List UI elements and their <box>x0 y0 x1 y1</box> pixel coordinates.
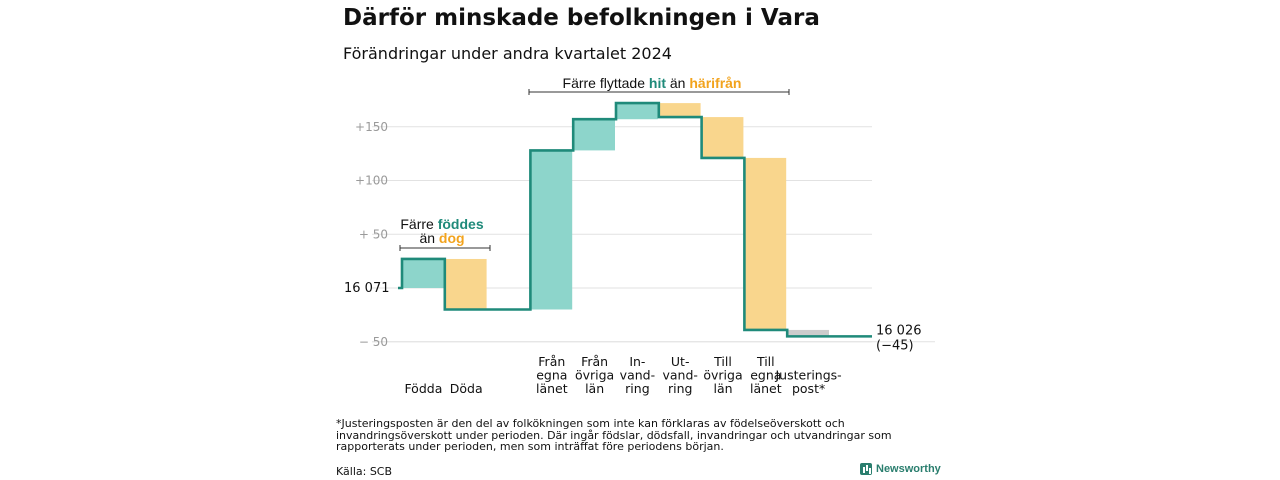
gridlines <box>372 126 935 343</box>
x-category-label: län <box>585 381 604 396</box>
newsworthy-icon <box>860 463 872 475</box>
waterfall-bar <box>659 103 701 118</box>
brand-logo: Newsworthy <box>860 463 941 475</box>
waterfall-bar <box>445 258 487 310</box>
x-category-label: Justerings- <box>774 368 841 383</box>
bars <box>403 103 829 337</box>
x-category-label: egna <box>536 368 567 383</box>
x-category-label: egna <box>750 368 781 383</box>
brand-name: Newsworthy <box>876 463 941 475</box>
x-axis-labels: Födda DödaFrånegnalänetFrånövrigalänIn-va… <box>404 354 841 396</box>
x-category-label: vand- <box>620 368 655 383</box>
x-category-label: In- <box>629 354 645 369</box>
start-value-label: 16 071 <box>344 281 390 296</box>
x-category-label: länet <box>750 381 782 396</box>
x-category-label: ring <box>668 381 692 396</box>
waterfall-bar <box>403 258 444 288</box>
x-category-label: övriga <box>703 368 742 383</box>
chart-subtitle: Förändringar under andra kvartalet 2024 <box>343 44 672 63</box>
y-tick-label: − 50 <box>359 335 388 349</box>
x-category-label: övriga <box>575 368 614 383</box>
x-category-label: Från <box>581 354 608 369</box>
footnote: *Justeringsposten är den del av folkökni… <box>336 417 892 453</box>
waterfall-bar <box>745 157 787 330</box>
source-label: Källa: SCB <box>336 465 393 478</box>
x-category-label: post* <box>792 381 825 396</box>
waterfall-bar <box>617 103 658 120</box>
x-category-label: vand- <box>662 368 697 383</box>
end-change-label: (−45) <box>876 338 914 353</box>
waterfall-bar <box>788 329 829 337</box>
x-category-label: länet <box>536 381 568 396</box>
waterfall-bar <box>574 119 615 151</box>
waterfall-bar <box>702 117 744 158</box>
x-category-label: Födda <box>404 381 442 396</box>
chart-title: Därför minskade befolkningen i Vara <box>343 5 820 31</box>
x-category-label: län <box>713 381 732 396</box>
cumulative-step-line <box>398 101 872 338</box>
annotation-births-line1: Färre föddes <box>400 216 483 232</box>
y-tick-label: + 50 <box>359 227 388 241</box>
x-category-label: ring <box>625 381 649 396</box>
x-category-label: Till <box>756 354 775 369</box>
step-line <box>398 101 872 338</box>
annotation-births-line2: än dog <box>419 230 464 246</box>
x-category-label: Ut- <box>671 354 690 369</box>
y-tick-label: +100 <box>355 174 388 188</box>
y-tick-label: +150 <box>355 120 388 134</box>
y-axis-labels: +150 +100 + 50 − 50 16 071 16 026(−45) <box>344 120 922 354</box>
x-category-label: Döda <box>450 381 483 396</box>
annotation-moves: Färre flyttade hit än härifrån <box>563 75 742 91</box>
x-category-label: Från <box>538 354 565 369</box>
x-category-label: Till <box>713 354 732 369</box>
waterfall-bar <box>531 150 573 310</box>
end-value-label: 16 026 <box>876 323 922 338</box>
